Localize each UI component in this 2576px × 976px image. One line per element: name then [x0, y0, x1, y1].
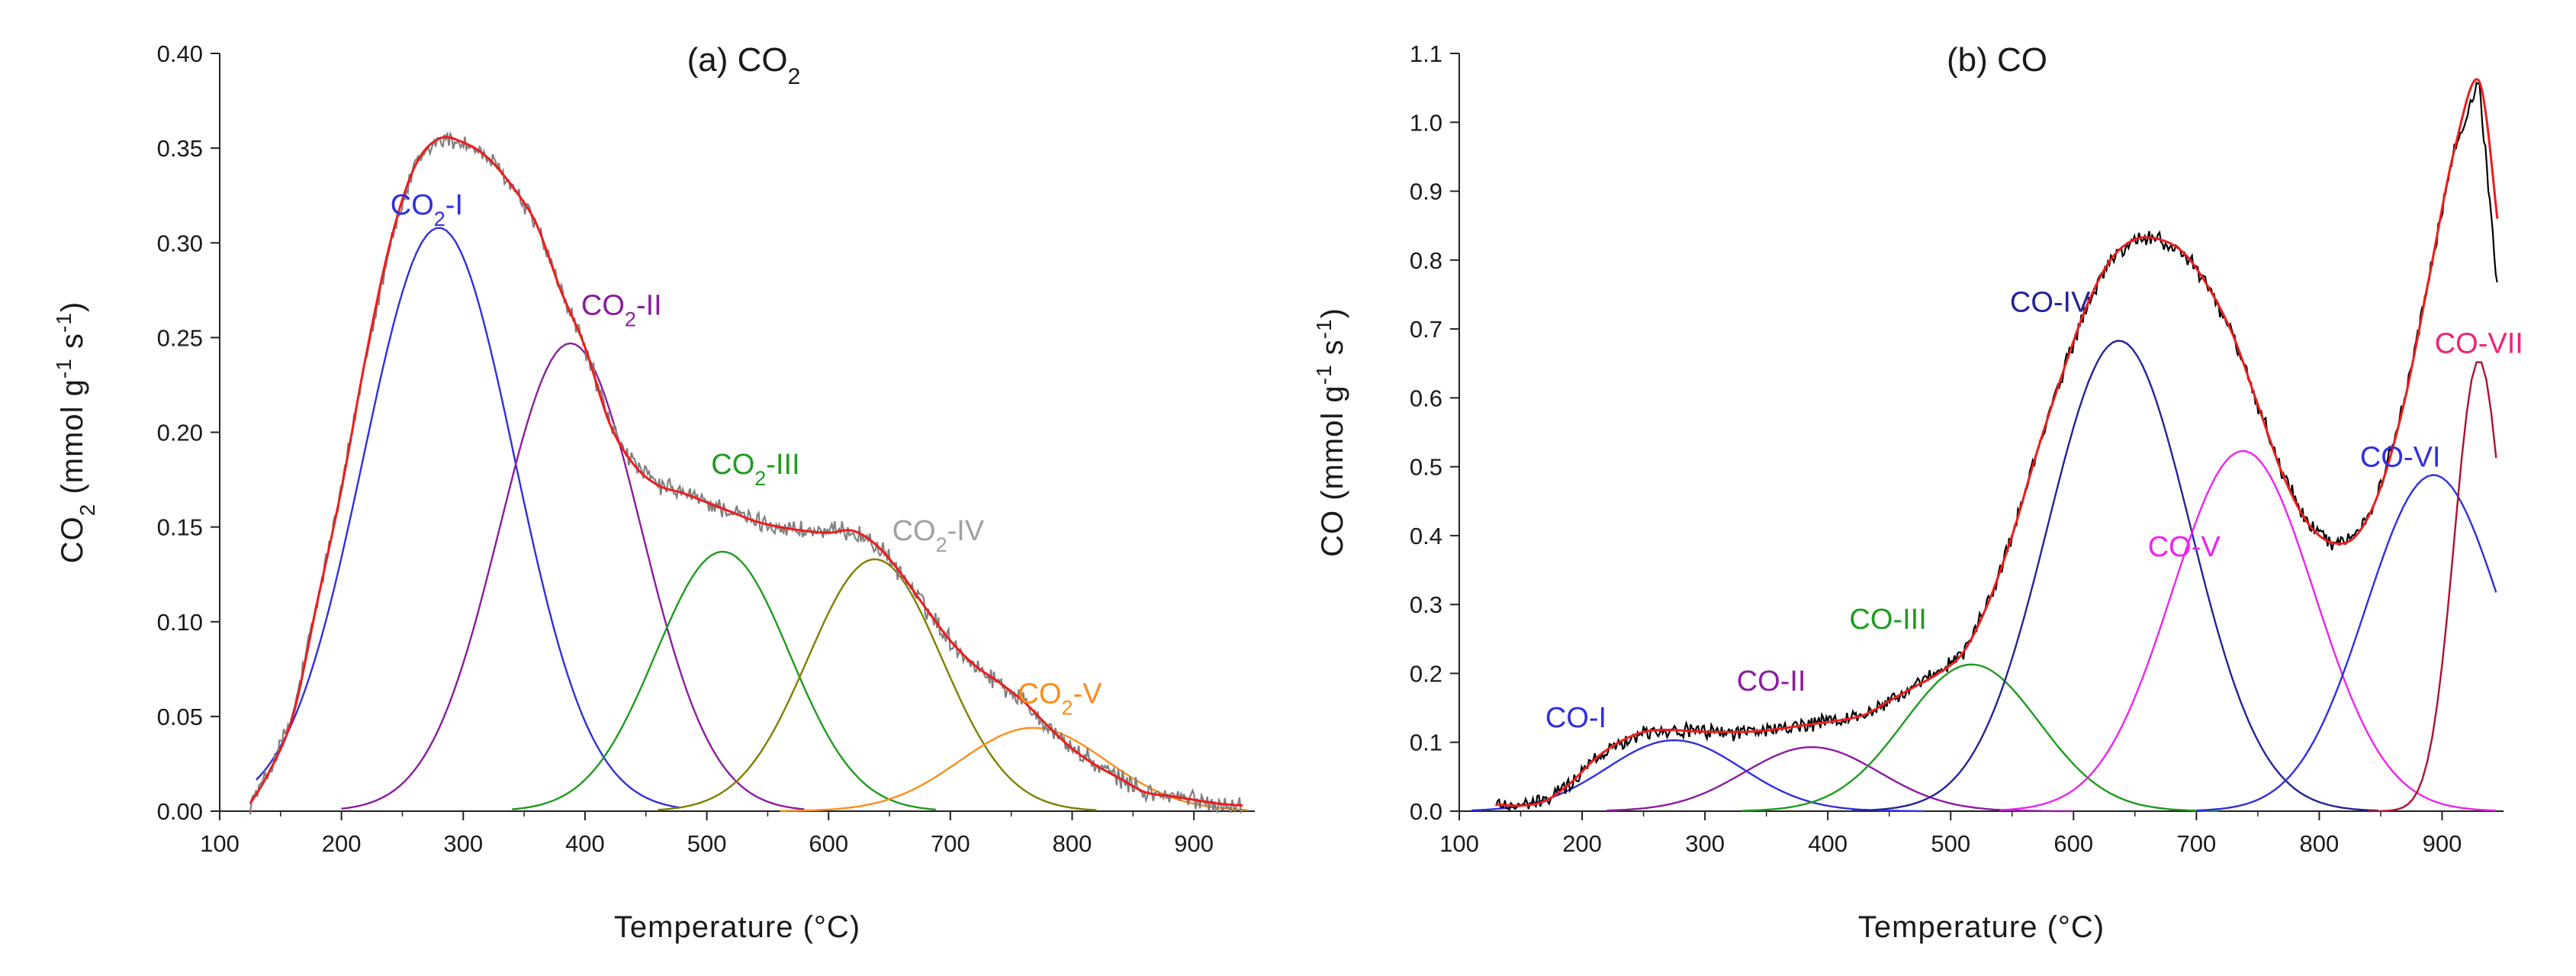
peak-curve-co-vii — [2368, 361, 2497, 813]
x-tick-label: 800 — [2300, 830, 2340, 857]
x-tick-label: 600 — [809, 830, 848, 857]
x-tick-label: 800 — [1053, 830, 1092, 857]
peak-label-co2-ii: CO2-II — [581, 290, 662, 331]
peak-label-co-i: CO-I — [1545, 702, 1606, 734]
y-tick-label: 0.8 — [1410, 247, 1442, 274]
y-tick-label: 0.15 — [157, 514, 203, 541]
x-tick-label: 500 — [687, 830, 727, 857]
y-tick-label: 0.1 — [1410, 730, 1442, 756]
y-tick-label: 0.00 — [157, 798, 203, 825]
x-tick-label: 200 — [1562, 830, 1602, 857]
x-tick-label: 200 — [322, 830, 362, 857]
x-tick-label: 100 — [1439, 830, 1479, 857]
peak-label-co2-v: CO2-V — [1018, 678, 1103, 719]
y-tick-label: 0.05 — [157, 704, 203, 730]
y-tick-label: 1.1 — [1410, 40, 1442, 67]
peak-curve-co2-iv — [658, 558, 1097, 811]
y-tick-label: 0.30 — [157, 230, 203, 256]
y-tick-label: 0.7 — [1410, 316, 1442, 343]
peak-curve-co2-iii — [512, 550, 936, 810]
x-tick-label: 700 — [2176, 830, 2216, 857]
x-tick-label: 500 — [1931, 830, 1970, 857]
peak-curve-co2-i — [256, 227, 680, 809]
x-tick-label: 900 — [1174, 830, 1214, 857]
peak-label-co-v: CO-V — [2148, 531, 2221, 563]
peak-label-co-vi: CO-VI — [2360, 442, 2441, 474]
x-tick-label: 600 — [2053, 830, 2093, 857]
x-tick-label: 300 — [1685, 830, 1725, 857]
x-axis-title: Temperature (°C) — [614, 910, 860, 944]
x-tick-label: 900 — [2423, 830, 2462, 857]
peak-curve-co-iii — [1741, 663, 2219, 812]
y-tick-label: 0.4 — [1410, 523, 1442, 549]
peak-label-co-iv: CO-IV — [2010, 287, 2091, 319]
cumulative-fit-curve — [1496, 78, 2499, 807]
x-tick-label: 300 — [443, 830, 483, 857]
peak-label-co-ii: CO-II — [1737, 665, 1806, 697]
y-tick-label: 0.2 — [1410, 660, 1442, 687]
x-axis-title: Temperature (°C) — [1858, 910, 2105, 944]
y-tick-label: 0.10 — [157, 609, 203, 636]
peak-label-co2-i: CO2-I — [391, 189, 463, 230]
peak-curve-co-iv — [1852, 340, 2378, 812]
chart-title: (b) CO — [1947, 41, 2047, 79]
y-tick-label: 0.0 — [1410, 798, 1442, 825]
peak-curve-co-ii — [1606, 746, 2074, 813]
y-axis-title: CO2 (mmol g-1 s-1) — [52, 301, 99, 563]
x-tick-label: 100 — [200, 830, 240, 857]
y-tick-label: 0.35 — [157, 135, 203, 162]
x-tick-label: 400 — [1808, 830, 1848, 857]
x-tick-label: 400 — [565, 830, 605, 857]
chart-panel-a: 100 200 300 400 500 600 700 800 900 0.00 0.05 0.10 0… — [52, 40, 1255, 944]
peak-label-co-vii: CO-VII — [2435, 328, 2523, 360]
y-tick-label: 0.6 — [1410, 385, 1442, 411]
peak-curve-co-v — [1999, 450, 2497, 812]
peak-curve-co2-ii — [341, 342, 805, 810]
y-tick-label: 0.40 — [157, 40, 203, 67]
experimental-trace — [1495, 81, 2498, 812]
chart-panel-b: 100 200 300 400 500 600 700 800 900 0.0 0.1 0.2 0.3 0… — [1312, 40, 2523, 944]
cumulative-fit-curve — [249, 136, 1243, 807]
y-tick-label: 0.25 — [157, 324, 203, 351]
y-tick-label: 0.9 — [1410, 179, 1442, 205]
peak-label-co2-iii: CO2-III — [711, 449, 799, 490]
peak-label-co2-iv: CO2-IV — [892, 515, 985, 556]
y-tick-label: 0.3 — [1410, 591, 1442, 618]
chart-title: (a) CO2 — [687, 41, 801, 89]
y-tick-label: 1.0 — [1410, 109, 1442, 136]
y-tick-label: 0.5 — [1410, 454, 1442, 481]
y-tick-label: 0.20 — [157, 420, 203, 446]
peak-label-co-iii: CO-III — [1849, 604, 1926, 636]
peak-curve-co-vi — [2196, 474, 2497, 812]
x-tick-label: 700 — [931, 830, 970, 857]
y-axis-title: CO (mmol g-1 s-1) — [1312, 308, 1350, 557]
